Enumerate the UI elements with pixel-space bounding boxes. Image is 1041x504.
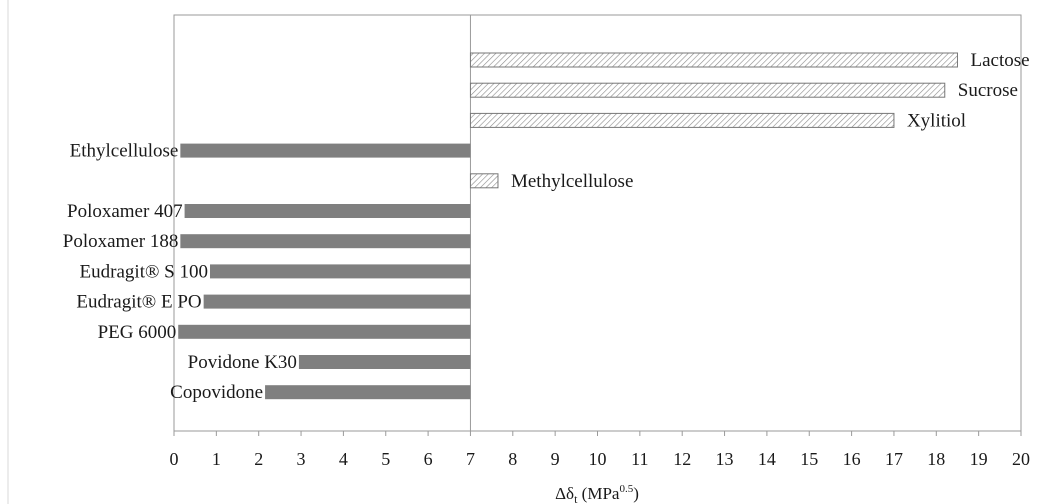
label-xylitiol: Xylitiol xyxy=(907,110,966,131)
x-tick-label: 20 xyxy=(1012,449,1030,469)
label-lactose: Lactose xyxy=(970,50,1029,71)
x-tick-label: 3 xyxy=(297,449,306,469)
x-tick-label: 2 xyxy=(254,449,263,469)
bar-povidone-k30 xyxy=(298,355,471,369)
x-axis-label: Δδt (MPa0.5) xyxy=(555,483,639,504)
label-povidone-k30: Povidone K30 xyxy=(188,352,297,373)
bar-copovidone xyxy=(265,385,471,400)
bar-ethylcellulose xyxy=(180,143,471,158)
x-tick-label: 10 xyxy=(589,449,607,469)
label-eudragit-e-po: Eudragit® E PO xyxy=(76,292,201,313)
label-poloxamer-188: Poloxamer 188 xyxy=(63,231,179,252)
x-tick-label: 19 xyxy=(970,449,988,469)
label-eudragit-s-100: Eudragit® S 100 xyxy=(80,261,208,282)
x-tick-label: 7 xyxy=(466,449,475,469)
x-tick-label: 13 xyxy=(716,449,734,469)
x-tick-label: 5 xyxy=(381,449,390,469)
bar-poloxamer-407 xyxy=(184,204,471,218)
bar-peg-6000 xyxy=(178,324,471,339)
bar-eudragit-s-100 xyxy=(209,264,471,279)
bar-sucrose xyxy=(469,82,946,98)
label-copovidone: Copovidone xyxy=(170,382,263,403)
bar-lactose xyxy=(469,52,958,68)
x-tick-label: 16 xyxy=(843,449,861,469)
x-tick-label: 18 xyxy=(927,449,945,469)
bar-poloxamer-188 xyxy=(180,234,471,249)
x-axis-label-close: ) xyxy=(633,484,639,503)
x-axis-label-main: Δδ xyxy=(555,484,574,503)
x-tick-label: 12 xyxy=(673,449,691,469)
label-sucrose: Sucrose xyxy=(958,80,1018,101)
label-peg-6000: PEG 6000 xyxy=(98,322,177,343)
x-axis-label-unit: (MPa xyxy=(577,484,619,503)
x-tick-label: 0 xyxy=(170,449,179,469)
x-tick-label: 1 xyxy=(212,449,221,469)
x-axis-label-subscript: t xyxy=(574,492,578,504)
x-tick-label: 14 xyxy=(758,449,776,469)
x-tick-label: 4 xyxy=(339,449,348,469)
bar-methylcellulose xyxy=(469,173,499,189)
label-ethylcellulose: Ethylcellulose xyxy=(70,141,179,162)
x-tick-label: 17 xyxy=(885,449,903,469)
bar-xylitiol xyxy=(469,112,895,128)
x-tick-label: 15 xyxy=(800,449,818,469)
x-tick-label: 8 xyxy=(508,449,517,469)
bar-eudragit-e-po xyxy=(203,294,471,309)
x-tick-label: 6 xyxy=(424,449,433,469)
x-tick-label: 11 xyxy=(631,449,648,469)
x-tick-label: 9 xyxy=(551,449,560,469)
label-poloxamer-407: Poloxamer 407 xyxy=(67,201,183,222)
x-axis-label-superscript: 0.5 xyxy=(619,483,633,495)
label-methylcellulose: Methylcellulose xyxy=(511,171,633,192)
